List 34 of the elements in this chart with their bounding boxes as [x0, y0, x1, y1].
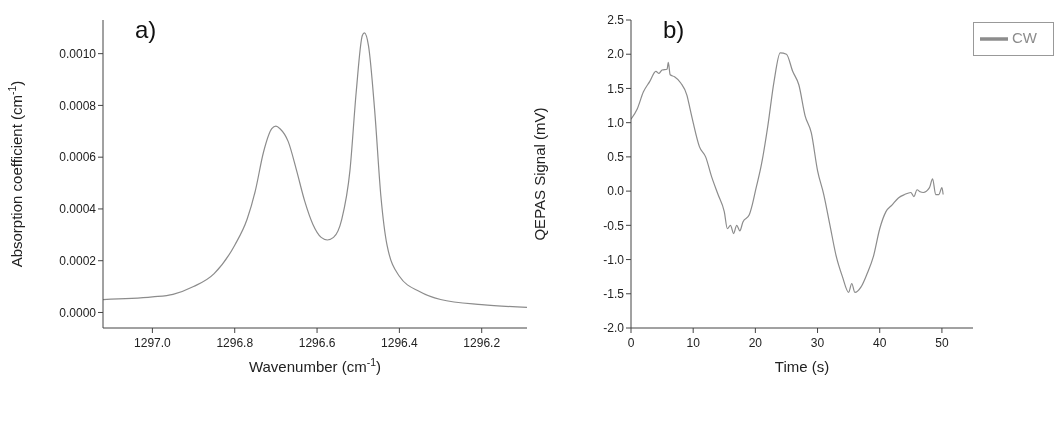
x-tick-label: 1296.6 — [298, 336, 336, 350]
x-tick-label: 1296.4 — [381, 336, 419, 350]
y-axis-title: QEPAS Signal (mV) — [531, 107, 548, 241]
line-series — [631, 52, 944, 294]
x-tick-label: 30 — [810, 336, 825, 350]
annotation: b) — [663, 16, 685, 44]
y-tick-label: 0.0006 — [59, 150, 97, 165]
annotation: a) — [135, 16, 157, 44]
y-tick-label: 2.0 — [607, 47, 625, 62]
x-tick-label: 1296.2 — [463, 336, 501, 350]
y-tick-label: 0.5 — [607, 150, 625, 165]
y-tick-label: 0.0000 — [59, 305, 97, 320]
y-tick-label: 0.0 — [607, 184, 625, 199]
y-tick-label: 1.5 — [607, 81, 625, 96]
y-tick-label: 1.0 — [607, 115, 625, 130]
x-tick-label: 40 — [873, 336, 887, 350]
x-tick-label: 1296.8 — [216, 336, 254, 350]
x-tick-label: 20 — [748, 336, 763, 350]
x-axis-title: Time (s) — [774, 358, 830, 375]
x-tick-label: 0 — [627, 336, 635, 350]
y-tick-label: 2.5 — [607, 13, 625, 28]
x-tick-label: 1297.0 — [134, 336, 172, 350]
y-tick-label: -1.5 — [603, 287, 625, 302]
y-tick-label: -2.0 — [603, 321, 625, 336]
x-axis-title: Wavenumber (cm$^{-1}$) — [248, 356, 382, 375]
legend-label: CW — [1012, 28, 1037, 46]
y-tick-label: -1.0 — [603, 252, 625, 267]
x-tick-label: 50 — [935, 336, 949, 350]
y-tick-label: -0.5 — [603, 218, 625, 233]
x-tick-label: 10 — [686, 336, 701, 350]
y-tick-label: 0.0008 — [59, 98, 97, 113]
y-tick-label: 0.0002 — [59, 253, 97, 268]
y-tick-label: 0.0004 — [59, 202, 97, 217]
y-tick-label: 0.0010 — [59, 46, 97, 61]
